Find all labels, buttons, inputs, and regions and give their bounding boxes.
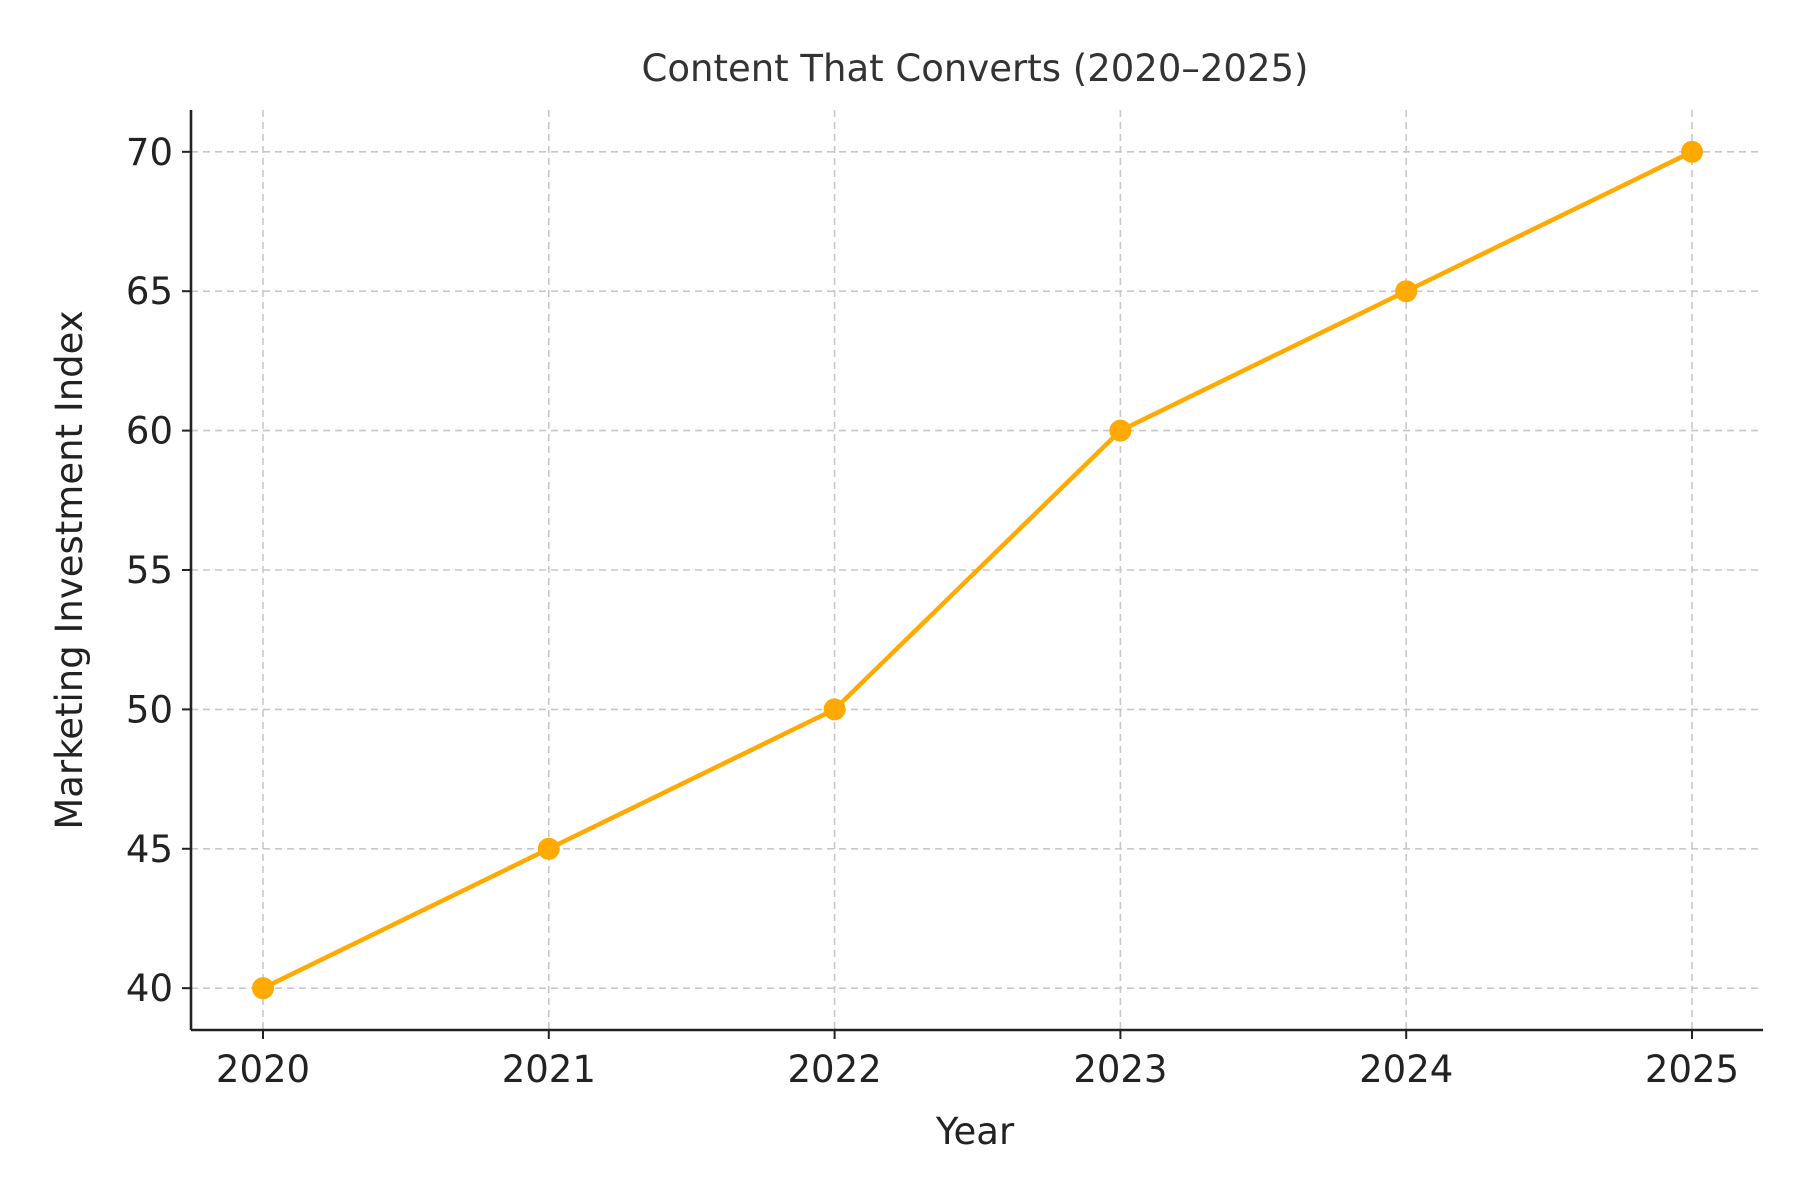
y-tick-label: 60 [126, 410, 173, 453]
axes [182, 110, 1763, 1039]
x-tick-label: 2025 [1645, 1048, 1739, 1091]
series [252, 140, 1703, 1000]
x-tick-label: 2020 [216, 1048, 310, 1091]
y-tick-label: 50 [126, 688, 173, 731]
x-axis-label: Year [935, 1110, 1015, 1153]
x-tick-label: 2024 [1359, 1048, 1453, 1091]
series-line [262, 149, 1693, 991]
x-tick-label: 2023 [1073, 1048, 1167, 1091]
data-point [1681, 140, 1703, 163]
y-tick-label: 65 [126, 270, 173, 313]
y-axis-label: Marketing Investment Index [48, 310, 91, 829]
y-tick-label: 55 [126, 549, 173, 592]
data-point [1395, 280, 1418, 303]
data-point [252, 977, 274, 1000]
x-tick-label: 2021 [502, 1048, 596, 1091]
chart-title: Content That Converts (2020–2025) [642, 47, 1309, 90]
y-tick-label: 70 [126, 131, 173, 174]
data-point [537, 837, 560, 860]
data-point [823, 698, 846, 721]
y-tick-label: 45 [126, 828, 173, 871]
tick-labels: 2020 2021 2022 2023 2024 2025 40 45 50 55 60 65 70 [126, 131, 1739, 1091]
data-point [1109, 419, 1132, 442]
y-tick-label: 40 [126, 967, 173, 1010]
x-tick-label: 2022 [788, 1048, 882, 1091]
